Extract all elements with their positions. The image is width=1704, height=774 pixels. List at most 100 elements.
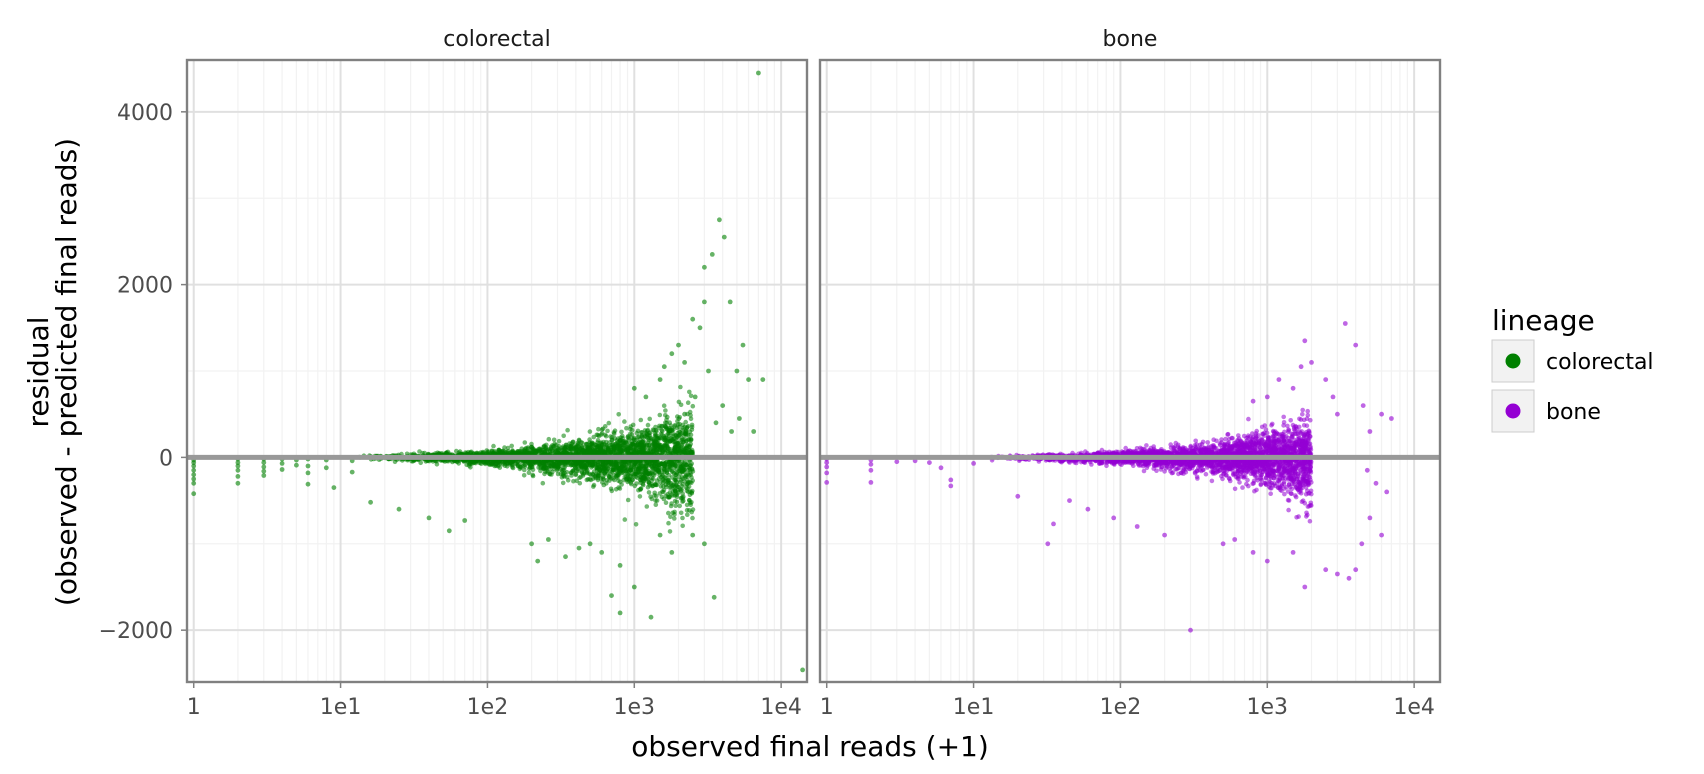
data-point	[612, 477, 617, 483]
data-point	[689, 500, 694, 505]
data-point	[505, 449, 511, 454]
data-point	[512, 450, 517, 456]
data-point	[627, 469, 632, 474]
data-point	[572, 468, 577, 473]
data-point	[644, 466, 649, 472]
data-point	[756, 70, 761, 76]
data-point	[543, 447, 548, 452]
data-point	[645, 432, 650, 437]
data-point	[667, 427, 673, 433]
data-point	[648, 614, 654, 620]
data-point	[457, 449, 463, 454]
data-point	[630, 441, 635, 447]
data-point	[1162, 469, 1167, 474]
data-point	[191, 472, 197, 478]
data-point	[1123, 445, 1128, 451]
data-point	[706, 368, 711, 374]
data-point	[587, 437, 592, 442]
data-point	[690, 316, 696, 322]
data-point	[667, 420, 672, 426]
data-point	[671, 459, 676, 465]
data-point	[679, 483, 685, 489]
y-tick-label: −2000	[99, 619, 173, 644]
data-point	[617, 563, 623, 568]
data-point	[616, 478, 621, 484]
data-point	[609, 488, 615, 494]
data-point	[685, 471, 691, 477]
data-point	[509, 443, 514, 449]
data-point	[551, 450, 556, 456]
data-point	[623, 460, 628, 466]
data-point	[261, 460, 267, 465]
data-point	[1281, 414, 1286, 420]
data-point	[633, 522, 639, 527]
data-point	[349, 469, 355, 475]
data-point	[426, 515, 432, 521]
data-point	[760, 377, 766, 382]
data-point	[637, 448, 642, 453]
data-point	[680, 491, 685, 497]
data-point	[191, 491, 197, 497]
y-tick-label: 0	[159, 446, 173, 471]
data-point	[489, 460, 495, 466]
data-point	[1288, 418, 1293, 423]
data-point	[635, 435, 640, 440]
data-point	[663, 482, 669, 488]
data-point	[656, 468, 661, 473]
data-point	[666, 510, 671, 516]
data-point	[681, 439, 686, 445]
data-point	[659, 447, 664, 453]
data-point	[685, 512, 690, 517]
data-point	[1282, 491, 1287, 497]
data-point	[540, 480, 546, 486]
data-point	[603, 433, 609, 439]
data-point	[446, 528, 452, 534]
data-point	[648, 436, 654, 441]
data-point	[630, 477, 635, 483]
data-point	[713, 420, 719, 426]
data-point	[594, 444, 599, 450]
data-point	[550, 443, 555, 448]
data-point	[624, 425, 629, 431]
data-point	[587, 541, 593, 547]
data-point	[669, 550, 675, 555]
data-point	[638, 430, 644, 435]
data-point	[1305, 408, 1310, 414]
data-point	[634, 472, 640, 477]
data-point	[637, 494, 643, 499]
data-point	[331, 485, 337, 490]
data-point	[540, 460, 546, 466]
data-point	[577, 480, 583, 486]
data-point	[692, 394, 698, 400]
data-point	[679, 487, 684, 492]
data-point	[466, 461, 472, 467]
data-point	[690, 532, 696, 538]
data-point	[556, 446, 562, 452]
data-point	[546, 537, 551, 542]
data-point	[683, 419, 688, 425]
data-point	[294, 462, 299, 468]
data-point	[595, 475, 601, 481]
data-point	[687, 389, 692, 395]
data-point	[191, 460, 197, 465]
data-point	[646, 490, 652, 495]
data-point	[689, 449, 694, 455]
data-point	[505, 445, 511, 451]
data-point	[576, 545, 582, 551]
data-point	[619, 464, 624, 470]
data-point	[1232, 486, 1238, 492]
data-point	[235, 463, 241, 469]
data-point	[657, 377, 663, 382]
data-point	[571, 478, 576, 484]
data-point	[680, 426, 686, 431]
data-point	[530, 472, 535, 478]
data-point	[678, 384, 683, 390]
data-point	[689, 437, 694, 442]
data-point	[551, 466, 557, 472]
data-point	[660, 461, 666, 467]
data-point	[675, 441, 680, 446]
data-point	[569, 462, 575, 468]
data-point	[673, 472, 678, 478]
